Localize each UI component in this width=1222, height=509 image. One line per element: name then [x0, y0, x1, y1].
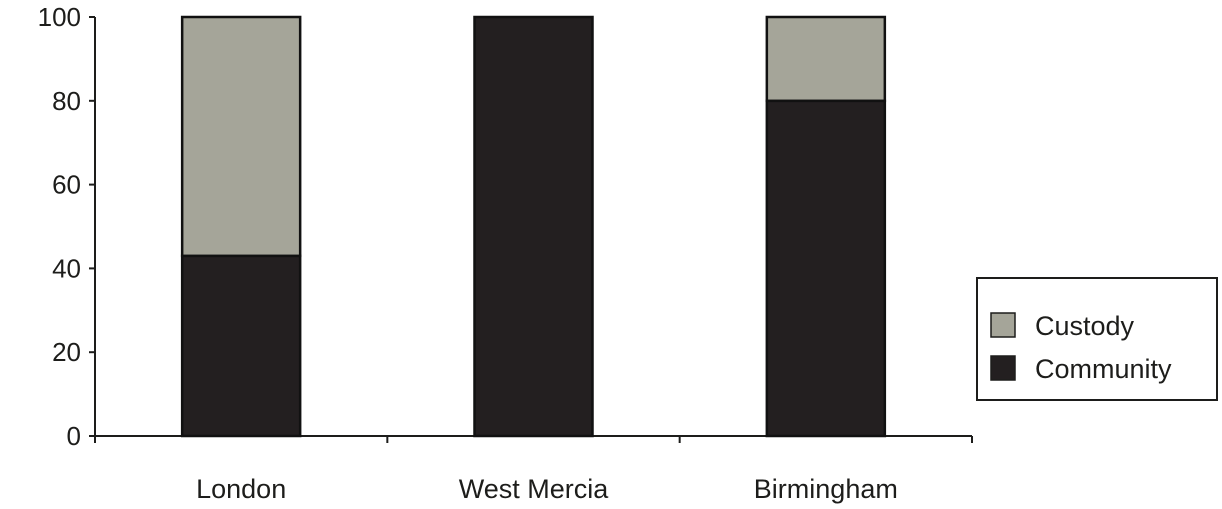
- bar-custody-london: [180, 15, 302, 258]
- x-category-label: West Mercia: [459, 474, 610, 504]
- legend-label-community: Community: [1035, 354, 1172, 384]
- bar-custody-birmingham: [765, 15, 887, 103]
- x-category-label: London: [196, 474, 286, 504]
- y-tick-label: 80: [52, 86, 81, 116]
- legend: Custody Community: [976, 277, 1218, 401]
- legend-box: [976, 277, 1218, 401]
- x-axis: London West Mercia Birmingham: [89, 435, 973, 504]
- legend-swatch-custody: [990, 312, 1016, 338]
- y-axis: 0 20 40 60 80 100: [38, 2, 96, 451]
- y-tick-label: 60: [52, 170, 81, 200]
- bar-community-birmingham: [765, 99, 887, 438]
- bar-community-west-mercia: [473, 15, 594, 438]
- legend-label-custody: Custody: [1035, 311, 1135, 341]
- bar-group: [180, 15, 887, 438]
- x-category-label: Birmingham: [754, 474, 898, 504]
- y-tick-label: 0: [67, 421, 81, 451]
- y-tick-label: 100: [38, 2, 81, 32]
- y-tick-label: 20: [52, 337, 81, 367]
- legend-swatch-community: [990, 355, 1016, 381]
- bar-community-london: [180, 254, 302, 438]
- y-tick-label: 40: [52, 253, 81, 283]
